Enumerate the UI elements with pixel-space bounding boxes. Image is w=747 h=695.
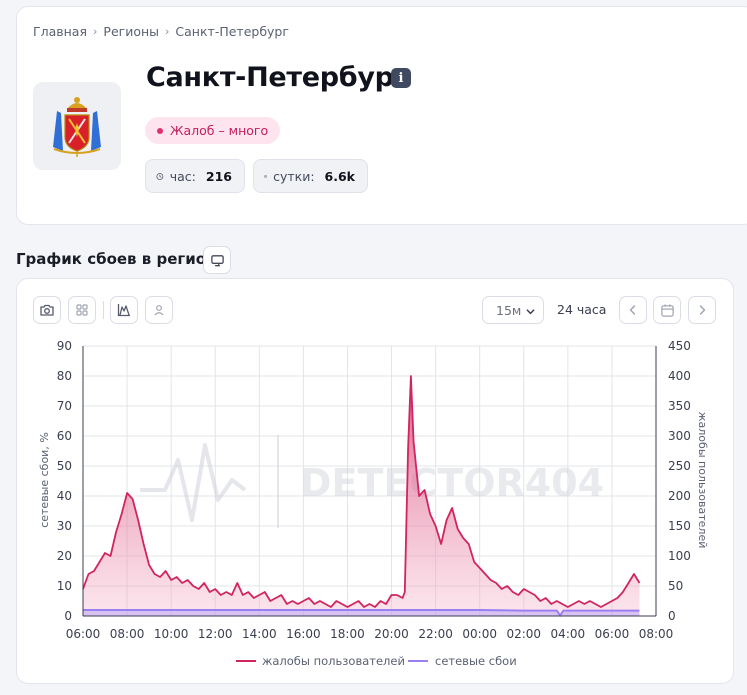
y-left-tick-label: 40: [57, 489, 72, 503]
page-title: Санкт-Петербург: [146, 62, 408, 93]
user-icon: [154, 305, 164, 316]
x-tick-label: 04:00: [551, 627, 586, 641]
watermark-pulse-icon: [140, 443, 247, 522]
x-tick-label: 20:00: [374, 627, 409, 641]
y-left-tick-label: 90: [57, 339, 72, 353]
x-tick-label: 14:00: [242, 627, 277, 641]
stat-day: сутки: 6.6k: [253, 159, 368, 193]
breadcrumb: Главная › Регионы › Санкт-Петербург: [33, 24, 289, 39]
y-left-tick-label: 20: [57, 549, 72, 563]
legend-item-outages[interactable]: сетевые сбои: [408, 654, 517, 668]
calendar-icon: [264, 174, 267, 178]
y-left-axis-title: сетевые сбои, %: [38, 432, 51, 528]
clock-icon: [156, 172, 164, 180]
range-label: 24 часа: [557, 302, 607, 317]
y-left-tick-label: 80: [57, 369, 72, 383]
region-header-card: [16, 6, 747, 225]
y-right-axis-title: жалобы пользователей: [696, 412, 709, 549]
x-tick-label: 16:00: [286, 627, 321, 641]
status-badge: Жалоб – много: [145, 117, 281, 144]
stat-hour-value: 216: [205, 168, 232, 184]
chevron-down-icon: [526, 309, 535, 315]
stat-day-label: сутки:: [273, 168, 315, 184]
complaints-area: [83, 376, 640, 616]
legend-item-complaints[interactable]: жалобы пользователей: [236, 654, 405, 668]
x-tick-label: 08:00: [110, 627, 145, 641]
x-tick-label: 06:00: [66, 627, 101, 641]
layout-button[interactable]: [68, 296, 96, 324]
y-left-tick-label: 0: [64, 609, 72, 623]
y-right-tick-label: 300: [668, 429, 691, 443]
region-emblem: [33, 82, 121, 170]
y-right-tick-label: 50: [668, 579, 683, 593]
y-right-tick-label: 150: [668, 519, 691, 533]
camera-icon: [40, 304, 54, 316]
x-tick-label: 02:00: [506, 627, 541, 641]
chevron-left-icon: [629, 305, 636, 315]
area-chart-button[interactable]: [110, 296, 138, 324]
legend-label-complaints: жалобы пользователей: [262, 654, 405, 668]
breadcrumb-current: Санкт-Петербург: [175, 24, 289, 39]
calendar-button[interactable]: [653, 296, 681, 324]
screen-icon: [210, 254, 224, 266]
breadcrumb-home-link[interactable]: Главная: [33, 24, 87, 39]
y-right-tick-label: 0: [668, 609, 676, 623]
chart-area-icon: [117, 304, 130, 317]
interval-value: 15м: [496, 302, 522, 318]
chart-watermark: DETECTOR404: [140, 435, 604, 528]
grid-icon: [76, 304, 88, 316]
screen-button[interactable]: [203, 246, 231, 274]
y-left-tick-label: 60: [57, 429, 72, 443]
interval-select[interactable]: 15м: [482, 296, 544, 324]
next-period-button[interactable]: [688, 296, 716, 324]
section-title: График сбоев в регионе: [16, 250, 227, 268]
x-tick-label: 10:00: [154, 627, 189, 641]
breadcrumb-separator-icon: ›: [165, 25, 170, 38]
chart-legend: жалобы пользователей сетевые сбои: [236, 654, 517, 668]
x-tick-label: 06:00: [595, 627, 630, 641]
y-right-tick-label: 100: [668, 549, 691, 563]
y-left-tick-label: 10: [57, 579, 72, 593]
y-left-tick-label: 30: [57, 519, 72, 533]
complaints-line[interactable]: [82, 375, 641, 608]
toolbar-divider: [103, 301, 104, 319]
prev-period-button[interactable]: [619, 296, 647, 324]
stat-day-value: 6.6k: [324, 168, 355, 184]
y-right-tick-label: 350: [668, 399, 691, 413]
y-left-tick-label: 50: [57, 459, 72, 473]
outages-line[interactable]: [83, 609, 640, 618]
x-tick-label: 18:00: [330, 627, 365, 641]
outages-area: [83, 610, 640, 616]
y-right-tick-label: 450: [668, 339, 691, 353]
screenshot-button[interactable]: [33, 296, 61, 324]
y-left-tick-label: 70: [57, 399, 72, 413]
y-right-tick-label: 250: [668, 459, 691, 473]
watermark-text: DETECTOR404: [300, 461, 604, 505]
chart-series: [82, 375, 641, 618]
chevron-right-icon: [699, 305, 706, 315]
x-tick-label: 12:00: [198, 627, 233, 641]
stat-hour-label: час:: [169, 168, 196, 184]
breadcrumb-regions-link[interactable]: Регионы: [103, 24, 160, 39]
breadcrumb-separator-icon: ›: [93, 25, 98, 38]
stat-hour: час: 216: [145, 159, 245, 193]
user-button[interactable]: [145, 296, 173, 324]
chart-axes: 0 0 10 50 20 100 30 150 40 200 50 250 60 300 70 350 80 40…: [57, 339, 691, 641]
info-icon[interactable]: i: [391, 68, 411, 88]
coat-of-arms-icon: [53, 97, 101, 157]
x-tick-label: 22:00: [418, 627, 453, 641]
x-tick-label: 08:00: [639, 627, 674, 641]
legend-label-outages: сетевые сбои: [435, 654, 517, 668]
y-right-tick-label: 200: [668, 489, 691, 503]
x-tick-label: 00:00: [462, 627, 497, 641]
calendar-icon: [660, 303, 674, 317]
y-right-tick-label: 400: [668, 369, 691, 383]
